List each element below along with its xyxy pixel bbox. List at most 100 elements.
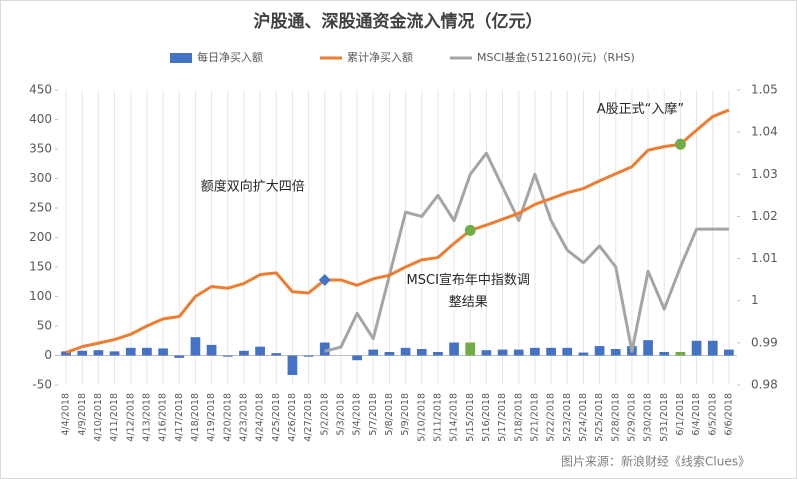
bar <box>400 347 411 356</box>
x-tick-label: 5/24/2018 <box>578 393 589 442</box>
y2-tick-label: 1.04 <box>751 125 778 139</box>
chart-title: 沪股通、深股通资金流入情况（亿元） <box>254 11 543 32</box>
legend-label: 累计净买入额 <box>347 50 413 64</box>
bar <box>368 349 379 356</box>
x-tick-label: 5/2/2018 <box>319 393 330 436</box>
bar <box>594 346 605 356</box>
y2-tick-label: 1.05 <box>751 83 778 97</box>
bar <box>643 340 653 356</box>
bar <box>691 340 702 356</box>
bar <box>61 351 71 356</box>
bar <box>416 349 427 356</box>
x-tick-label: 4/11/2018 <box>109 393 120 442</box>
annotation: A股正式“入摩” <box>597 101 684 117</box>
x-tick-label: 5/31/2018 <box>659 393 670 442</box>
y-tick-label: 0 <box>44 348 52 362</box>
x-tick-label: 5/28/2018 <box>610 393 621 442</box>
bar <box>384 351 395 356</box>
bar <box>707 340 718 356</box>
bar <box>222 355 233 357</box>
bar <box>530 347 540 356</box>
y-tick-label: 450 <box>29 83 52 97</box>
x-tick-label: 6/1/2018 <box>675 393 686 436</box>
x-tick-label: 5/22/2018 <box>546 393 557 442</box>
y2-tick-label: 0.99 <box>751 335 778 349</box>
x-tick-label: 6/4/2018 <box>691 393 702 436</box>
annotation: 整结果 <box>449 295 488 310</box>
x-tick-label: 5/30/2018 <box>643 393 654 442</box>
x-tick-label: 4/25/2018 <box>271 393 282 442</box>
x-tick-label: 5/3/2018 <box>335 393 346 436</box>
y-tick-label: 200 <box>29 230 52 244</box>
y2-tick-label: 1 <box>751 293 759 307</box>
y-tick-label: 150 <box>29 260 52 274</box>
x-tick-label: 4/12/2018 <box>125 393 136 442</box>
x-tick-label: 6/6/2018 <box>723 393 734 436</box>
legend-label: 每日净买入额 <box>197 50 263 64</box>
bar <box>675 351 686 356</box>
bar <box>497 349 508 356</box>
bar <box>303 355 314 357</box>
x-tick-label: 5/4/2018 <box>352 393 363 436</box>
x-tick-label: 4/20/2018 <box>222 393 233 442</box>
y-tick-label: -50 <box>32 378 52 392</box>
x-tick-label: 5/14/2018 <box>449 393 460 442</box>
y-tick-label: 400 <box>29 112 52 126</box>
bar <box>190 337 201 356</box>
x-tick-label: 5/15/2018 <box>465 393 476 442</box>
bar <box>465 342 476 356</box>
annotation-marker <box>674 138 686 150</box>
x-tick-label: 4/10/2018 <box>93 393 104 442</box>
annotation: MSCI宣布年中指数调 <box>407 272 530 288</box>
bar <box>125 347 136 356</box>
x-tick-label: 6/5/2018 <box>707 393 718 436</box>
bar <box>239 350 249 356</box>
x-tick-label: 4/17/2018 <box>174 393 185 442</box>
x-tick-label: 5/9/2018 <box>400 393 411 436</box>
x-tick-label: 5/23/2018 <box>562 393 573 442</box>
x-tick-label: 5/18/2018 <box>513 393 524 442</box>
bar <box>610 349 621 356</box>
bar <box>271 353 282 356</box>
legend-swatch <box>170 53 192 63</box>
bar <box>255 346 265 356</box>
bar <box>562 347 573 356</box>
x-tick-label: 5/11/2018 <box>432 393 443 442</box>
x-tick-label: 4/9/2018 <box>77 393 88 436</box>
y-tick-label: 250 <box>29 201 52 215</box>
bar <box>481 350 492 356</box>
line <box>324 151 729 353</box>
x-tick-label: 4/19/2018 <box>206 393 217 442</box>
y2-tick-label: 1.02 <box>751 209 778 223</box>
x-tick-label: 4/26/2018 <box>287 393 298 442</box>
x-tick-label: 5/21/2018 <box>529 393 540 442</box>
legend-label: MSCI基金(512160)(元)（RHS) <box>477 50 635 64</box>
bar <box>77 350 88 356</box>
bar <box>142 347 152 356</box>
source: 图片来源：新浪财经《线索Clues》 <box>561 454 750 469</box>
line <box>65 108 730 354</box>
bar <box>659 351 670 356</box>
y-tick-label: 100 <box>29 289 52 303</box>
annotation-marker <box>464 224 476 236</box>
annotation-marker <box>318 273 331 286</box>
bar <box>319 342 330 356</box>
y2-tick-label: 1.01 <box>751 251 778 265</box>
x-tick-label: 4/27/2018 <box>303 393 314 442</box>
x-tick-label: 5/17/2018 <box>497 393 508 442</box>
bar <box>109 351 120 356</box>
x-tick-label: 5/8/2018 <box>384 393 395 436</box>
bar <box>578 352 589 356</box>
x-tick-label: 4/16/2018 <box>158 393 169 442</box>
x-tick-label: 5/7/2018 <box>368 393 379 436</box>
x-tick-label: 4/23/2018 <box>238 393 249 442</box>
y-tick-label: 300 <box>29 171 52 185</box>
bar <box>433 351 443 356</box>
y2-tick-label: 1.03 <box>751 167 778 181</box>
bar <box>352 355 362 361</box>
x-tick-label: 5/10/2018 <box>416 393 427 442</box>
bar <box>724 349 734 356</box>
bar <box>174 355 185 358</box>
x-tick-label: 5/16/2018 <box>481 393 492 442</box>
